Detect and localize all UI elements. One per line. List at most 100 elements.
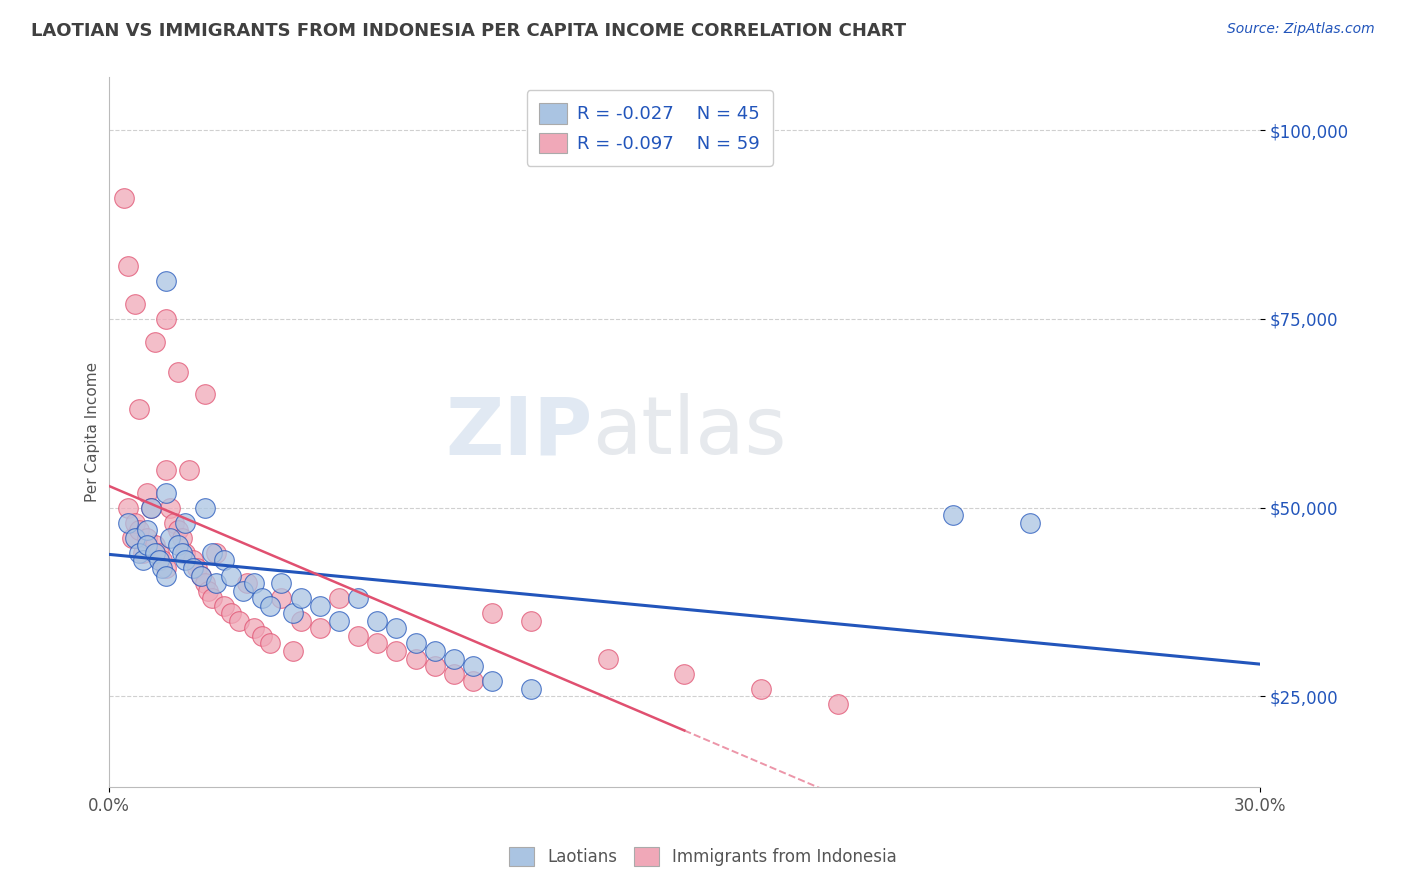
Point [308, 599, 330, 613]
Point [347, 629, 370, 643]
Legend: Laotians, Immigrants from Indonesia: Laotians, Immigrants from Indonesia [502, 840, 904, 873]
Point [194, 576, 217, 591]
Point [463, 674, 485, 689]
Point [385, 621, 408, 635]
Point [143, 538, 166, 552]
Point [132, 553, 155, 567]
Point [155, 312, 177, 326]
Point [281, 644, 304, 658]
Point [221, 607, 243, 621]
Point [148, 546, 170, 560]
Text: atlas: atlas [592, 393, 786, 471]
Point [243, 621, 266, 635]
Point [136, 538, 159, 552]
Point [749, 681, 772, 696]
Point [221, 568, 243, 582]
Point [328, 591, 350, 606]
Point [143, 334, 166, 349]
Point [190, 568, 212, 582]
Point [194, 500, 217, 515]
Point [186, 561, 208, 575]
Point [290, 591, 312, 606]
Point [117, 516, 139, 530]
Point [520, 614, 543, 628]
Point [166, 538, 188, 552]
Point [405, 651, 427, 665]
Point [128, 402, 150, 417]
Point [366, 614, 388, 628]
Point [124, 516, 146, 530]
Point [942, 508, 965, 523]
Point [423, 644, 446, 658]
Point [179, 463, 201, 477]
Point [463, 659, 485, 673]
Point [155, 561, 177, 575]
Point [150, 561, 173, 575]
Point [150, 553, 173, 567]
Point [163, 516, 186, 530]
Point [155, 568, 177, 582]
Point [181, 553, 204, 567]
Point [212, 553, 235, 567]
Point [143, 546, 166, 560]
Text: ZIP: ZIP [444, 393, 592, 471]
Point [194, 387, 217, 401]
Point [166, 365, 188, 379]
Point [136, 523, 159, 537]
Point [170, 531, 193, 545]
Point [148, 553, 170, 567]
Point [205, 546, 228, 560]
Point [205, 576, 228, 591]
Point [308, 621, 330, 635]
Point [139, 500, 162, 515]
Point [155, 485, 177, 500]
Point [139, 500, 162, 515]
Point [197, 583, 219, 598]
Point [228, 614, 250, 628]
Point [259, 599, 281, 613]
Point [250, 629, 273, 643]
Text: Source: ZipAtlas.com: Source: ZipAtlas.com [1227, 22, 1375, 37]
Point [481, 674, 503, 689]
Point [385, 644, 408, 658]
Point [121, 531, 143, 545]
Point [520, 681, 543, 696]
Point [159, 500, 181, 515]
Point [117, 500, 139, 515]
Point [117, 259, 139, 273]
Text: LAOTIAN VS IMMIGRANTS FROM INDONESIA PER CAPITA INCOME CORRELATION CHART: LAOTIAN VS IMMIGRANTS FROM INDONESIA PER… [31, 22, 905, 40]
Point [155, 463, 177, 477]
Point [128, 546, 150, 560]
Y-axis label: Per Capita Income: Per Capita Income [86, 362, 100, 502]
Point [827, 697, 849, 711]
Point [155, 274, 177, 288]
Point [243, 576, 266, 591]
Legend: R = -0.027    N = 45, R = -0.097    N = 59: R = -0.027 N = 45, R = -0.097 N = 59 [527, 90, 773, 166]
Point [136, 485, 159, 500]
Point [405, 636, 427, 650]
Point [366, 636, 388, 650]
Point [347, 591, 370, 606]
Point [232, 583, 254, 598]
Point [259, 636, 281, 650]
Point [124, 531, 146, 545]
Point [281, 607, 304, 621]
Point [212, 599, 235, 613]
Point [190, 568, 212, 582]
Point [181, 561, 204, 575]
Point [174, 553, 197, 567]
Point [136, 531, 159, 545]
Point [270, 576, 292, 591]
Point [132, 546, 155, 560]
Point [112, 191, 135, 205]
Point [170, 546, 193, 560]
Point [423, 659, 446, 673]
Point [290, 614, 312, 628]
Point [328, 614, 350, 628]
Point [673, 666, 696, 681]
Point [128, 523, 150, 537]
Point [166, 523, 188, 537]
Point [596, 651, 619, 665]
Point [443, 666, 465, 681]
Point [174, 516, 197, 530]
